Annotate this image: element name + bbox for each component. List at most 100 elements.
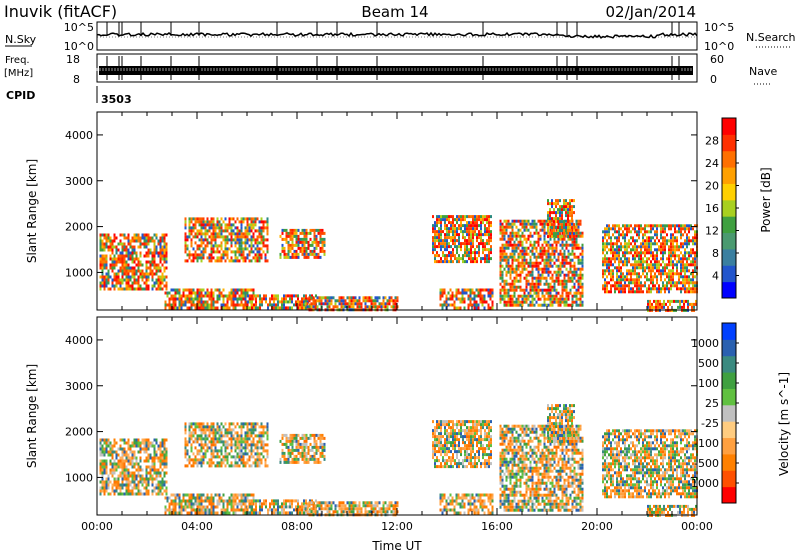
echo-cell xyxy=(275,297,277,301)
echo-cell xyxy=(153,257,156,261)
echo-cell xyxy=(123,257,126,261)
echo-cell xyxy=(313,234,316,238)
echo-cell xyxy=(543,228,546,232)
echo-cell xyxy=(182,294,185,298)
echo-cell xyxy=(482,239,484,243)
echo-cell xyxy=(525,294,528,298)
echo-cell xyxy=(669,302,671,306)
echo-cell xyxy=(523,276,526,280)
echo-cell xyxy=(204,499,207,503)
echo-cell xyxy=(547,264,550,268)
echo-cell xyxy=(149,272,152,276)
echo-cell xyxy=(281,243,284,247)
echo-cell xyxy=(163,251,166,255)
echo-cell xyxy=(448,218,450,222)
echo-cell xyxy=(206,256,209,260)
echo-cell xyxy=(648,236,650,240)
echo-cell xyxy=(654,233,656,237)
echo-cell xyxy=(571,219,574,223)
echo-cell xyxy=(478,251,480,255)
echo-cell xyxy=(561,285,564,289)
echo-cell xyxy=(438,242,440,246)
echo-cell xyxy=(196,244,199,248)
echo-cell xyxy=(202,505,205,509)
echo-cell xyxy=(545,276,548,280)
echo-cell xyxy=(573,235,575,239)
echo-cell xyxy=(638,245,640,249)
echo-cell xyxy=(549,270,552,274)
echo-cell xyxy=(214,241,217,245)
echo-cell xyxy=(444,242,446,246)
echo-cell xyxy=(244,496,247,500)
echo-cell xyxy=(537,261,540,265)
echo-cell xyxy=(113,233,116,237)
echo-cell xyxy=(676,266,678,270)
echo-cell xyxy=(640,251,642,255)
echo-cell xyxy=(216,232,219,236)
echo-cell xyxy=(682,275,684,279)
echo-cell xyxy=(109,275,112,279)
echo-cell xyxy=(119,257,122,261)
echo-cell xyxy=(143,486,146,490)
echo-cell xyxy=(499,294,502,298)
echo-cell xyxy=(125,468,128,472)
echo-cell xyxy=(186,244,189,248)
echo-cell xyxy=(499,228,502,232)
echo-cell xyxy=(509,222,512,226)
echo-cell xyxy=(248,250,251,254)
echo-cell xyxy=(626,248,628,252)
echo-cell xyxy=(505,219,508,223)
echo-cell xyxy=(676,260,678,264)
echo-cell xyxy=(499,249,502,253)
echo-cell xyxy=(155,266,158,270)
echo-cell xyxy=(519,300,522,304)
echo-cell xyxy=(452,251,454,255)
echo-cell xyxy=(691,302,693,306)
echo-cell xyxy=(127,471,130,475)
echo-cell xyxy=(161,483,164,487)
echo-cell xyxy=(234,508,237,512)
echo-cell xyxy=(315,243,318,247)
echo-cell xyxy=(658,266,660,270)
echo-cell xyxy=(620,287,622,291)
nave-label: Nave xyxy=(749,65,777,78)
echo-cell xyxy=(533,276,536,280)
echo-cell xyxy=(121,492,124,496)
echo-cell xyxy=(240,256,243,260)
echo-cell xyxy=(121,242,124,246)
echo-cell xyxy=(127,275,130,279)
echo-cell xyxy=(490,245,492,249)
echo-cell xyxy=(654,239,656,243)
echo-cell xyxy=(364,302,367,306)
echo-cell xyxy=(523,294,526,298)
echo-cell xyxy=(194,241,197,245)
echo-cell xyxy=(519,228,522,232)
echo-cell xyxy=(340,296,343,300)
echo-cell xyxy=(190,508,193,512)
echo-cell xyxy=(559,237,562,241)
echo-cell xyxy=(555,258,558,262)
echo-cell xyxy=(652,266,654,270)
echo-cell xyxy=(248,232,251,236)
echo-cell xyxy=(507,264,510,268)
echo-cell xyxy=(303,300,305,304)
echo-cell xyxy=(475,306,478,310)
echo-cell xyxy=(549,217,551,221)
echo-cell xyxy=(577,276,580,280)
echo-cell xyxy=(577,297,580,301)
echo-cell xyxy=(127,251,130,255)
echo-cell xyxy=(234,259,237,263)
echo-cell xyxy=(553,202,555,206)
echo-cell xyxy=(471,288,474,292)
echo-cell xyxy=(103,260,106,264)
echo-cell xyxy=(293,252,296,256)
echo-cell xyxy=(527,237,530,241)
echo-cell xyxy=(317,228,320,232)
echo-cell xyxy=(232,259,235,263)
echo-cell xyxy=(303,246,306,250)
echo-cell xyxy=(618,257,620,261)
echo-cell xyxy=(646,242,648,246)
echo-cell xyxy=(672,224,674,228)
echo-cell xyxy=(474,227,476,231)
echo-cell xyxy=(452,230,454,234)
